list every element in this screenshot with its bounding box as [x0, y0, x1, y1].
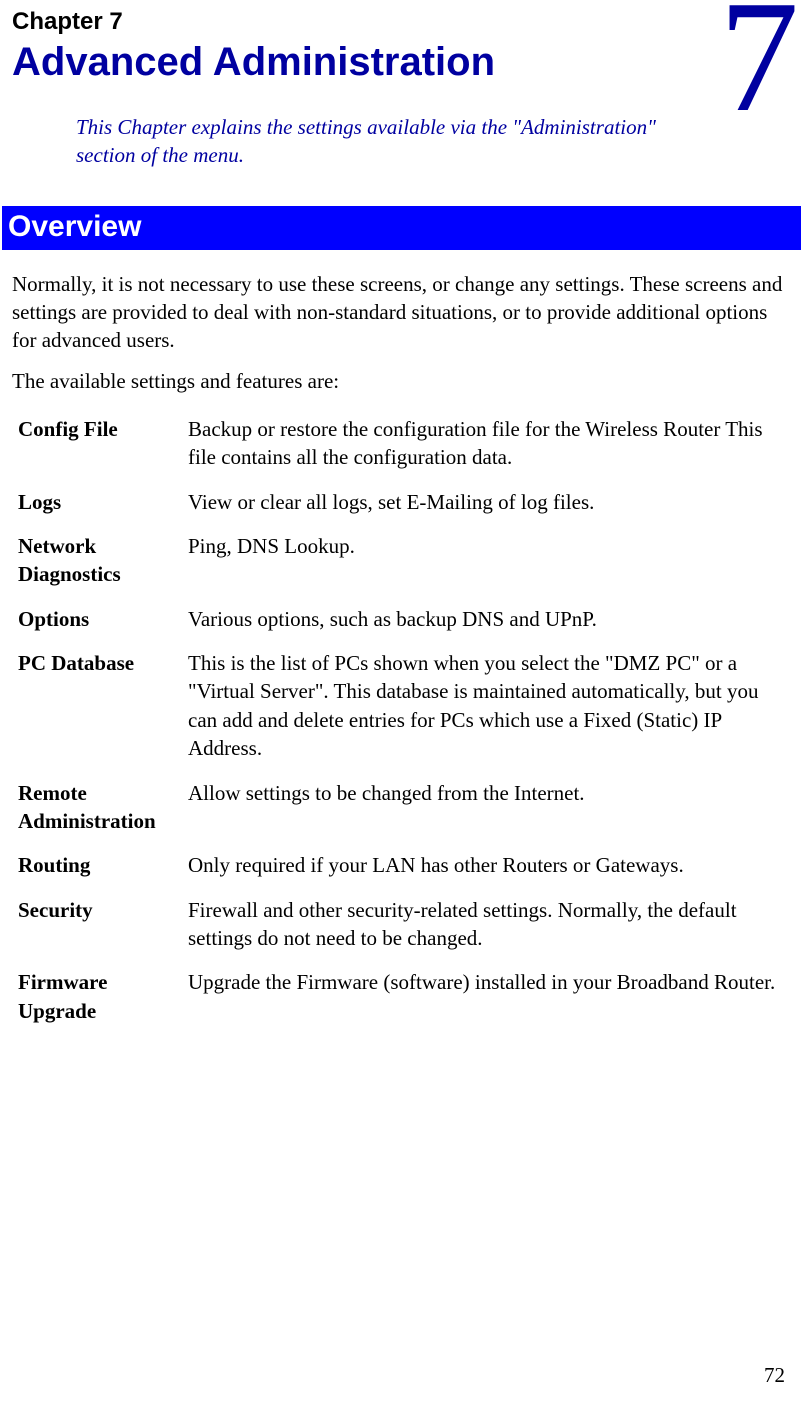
feature-term: Options [12, 597, 182, 641]
feature-desc: Backup or restore the configuration file… [182, 407, 791, 480]
feature-desc: Firewall and other security-related sett… [182, 888, 791, 961]
table-row: Remote Administration Allow settings to … [12, 771, 791, 844]
feature-desc: This is the list of PCs shown when you s… [182, 641, 791, 770]
table-row: Firmware Upgrade Upgrade the Firmware (s… [12, 960, 791, 1033]
table-row: Options Various options, such as backup … [12, 597, 791, 641]
chapter-intro: This Chapter explains the settings avail… [76, 113, 711, 170]
table-row: PC Database This is the list of PCs show… [12, 641, 791, 770]
overview-paragraph-1: Normally, it is not necessary to use the… [12, 270, 791, 355]
feature-desc: Various options, such as backup DNS and … [182, 597, 791, 641]
document-page: 7 Chapter 7 Advanced Administration This… [0, 0, 803, 1033]
feature-desc: Ping, DNS Lookup. [182, 524, 791, 597]
feature-term: Remote Administration [12, 771, 182, 844]
page-number: 72 [764, 1363, 785, 1388]
table-row: Network Diagnostics Ping, DNS Lookup. [12, 524, 791, 597]
feature-term: Security [12, 888, 182, 961]
chapter-label: Chapter 7 [12, 8, 791, 36]
section-header-overview: Overview [2, 206, 801, 250]
feature-term: Network Diagnostics [12, 524, 182, 597]
feature-desc: Upgrade the Firmware (software) installe… [182, 960, 791, 1033]
table-row: Logs View or clear all logs, set E-Maili… [12, 480, 791, 524]
table-row: Routing Only required if your LAN has ot… [12, 843, 791, 887]
features-table: Config File Backup or restore the config… [12, 407, 791, 1033]
table-row: Security Firewall and other security-rel… [12, 888, 791, 961]
table-row: Config File Backup or restore the config… [12, 407, 791, 480]
feature-term: Config File [12, 407, 182, 480]
feature-term: PC Database [12, 641, 182, 770]
chapter-number-graphic: 7 [719, 0, 799, 136]
feature-term: Logs [12, 480, 182, 524]
overview-paragraph-2: The available settings and features are: [12, 367, 791, 395]
chapter-title: Advanced Administration [12, 40, 791, 85]
feature-term: Routing [12, 843, 182, 887]
feature-term: Firmware Upgrade [12, 960, 182, 1033]
feature-desc: Allow settings to be changed from the In… [182, 771, 791, 844]
feature-desc: Only required if your LAN has other Rout… [182, 843, 791, 887]
feature-desc: View or clear all logs, set E-Mailing of… [182, 480, 791, 524]
